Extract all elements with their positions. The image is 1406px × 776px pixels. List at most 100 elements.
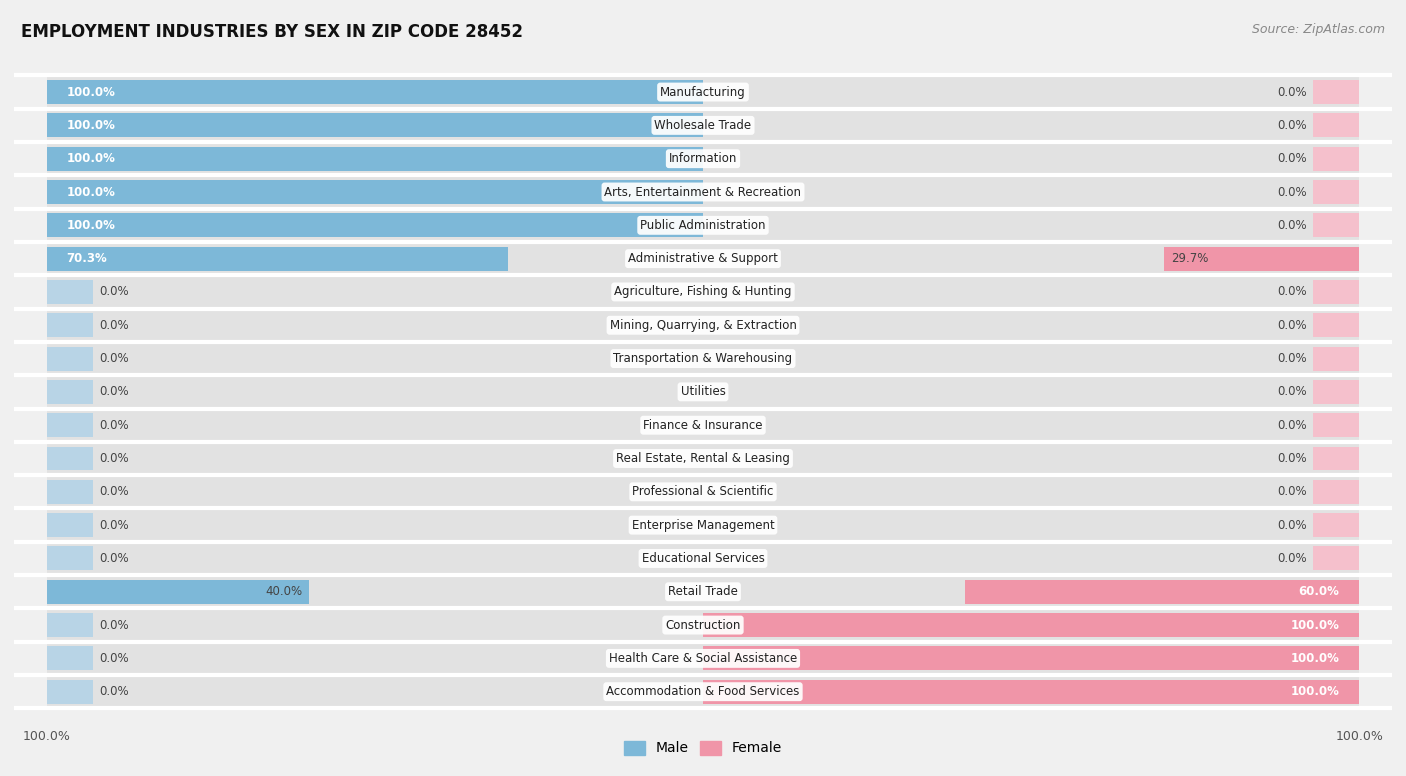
Text: 0.0%: 0.0% <box>1277 319 1306 332</box>
Text: Real Estate, Rental & Leasing: Real Estate, Rental & Leasing <box>616 452 790 465</box>
Text: Administrative & Support: Administrative & Support <box>628 252 778 265</box>
Bar <box>46 247 508 271</box>
Text: Manufacturing: Manufacturing <box>661 85 745 99</box>
Text: 100.0%: 100.0% <box>66 85 115 99</box>
Text: Transportation & Warehousing: Transportation & Warehousing <box>613 352 793 365</box>
Text: 0.0%: 0.0% <box>1277 386 1306 398</box>
Bar <box>46 309 1360 342</box>
Bar <box>966 580 1360 604</box>
Bar <box>46 175 1360 209</box>
Text: 70.3%: 70.3% <box>66 252 107 265</box>
Bar <box>703 613 1360 637</box>
Bar <box>1313 513 1360 537</box>
Text: 100.0%: 100.0% <box>1291 652 1340 665</box>
Text: 0.0%: 0.0% <box>100 685 129 698</box>
Text: 0.0%: 0.0% <box>100 652 129 665</box>
Bar <box>46 546 93 570</box>
Text: 0.0%: 0.0% <box>1277 85 1306 99</box>
Text: Source: ZipAtlas.com: Source: ZipAtlas.com <box>1251 23 1385 36</box>
Bar <box>1313 147 1360 171</box>
Text: 0.0%: 0.0% <box>1277 152 1306 165</box>
Bar <box>46 480 93 504</box>
Text: 0.0%: 0.0% <box>100 319 129 332</box>
Text: EMPLOYMENT INDUSTRIES BY SEX IN ZIP CODE 28452: EMPLOYMENT INDUSTRIES BY SEX IN ZIP CODE… <box>21 23 523 41</box>
Text: 0.0%: 0.0% <box>1277 219 1306 232</box>
Bar <box>46 380 93 404</box>
Text: Enterprise Management: Enterprise Management <box>631 518 775 532</box>
Bar <box>46 314 93 338</box>
Text: 100.0%: 100.0% <box>66 119 115 132</box>
Bar <box>1313 380 1360 404</box>
Bar <box>1164 247 1360 271</box>
Text: Educational Services: Educational Services <box>641 552 765 565</box>
Text: 0.0%: 0.0% <box>100 352 129 365</box>
Bar <box>46 376 1360 408</box>
Bar <box>46 80 703 104</box>
Text: Retail Trade: Retail Trade <box>668 585 738 598</box>
Text: 100.0%: 100.0% <box>66 152 115 165</box>
Text: 0.0%: 0.0% <box>100 452 129 465</box>
Bar <box>46 475 1360 508</box>
Bar <box>46 508 1360 542</box>
Bar <box>46 408 1360 442</box>
Text: Construction: Construction <box>665 618 741 632</box>
Text: 0.0%: 0.0% <box>100 552 129 565</box>
Bar <box>703 680 1360 704</box>
Bar <box>46 280 93 304</box>
Text: Mining, Quarrying, & Extraction: Mining, Quarrying, & Extraction <box>610 319 796 332</box>
Text: Professional & Scientific: Professional & Scientific <box>633 485 773 498</box>
Bar <box>46 75 1360 109</box>
Text: Finance & Insurance: Finance & Insurance <box>644 419 762 431</box>
Text: Arts, Entertainment & Recreation: Arts, Entertainment & Recreation <box>605 185 801 199</box>
Text: 40.0%: 40.0% <box>266 585 302 598</box>
Text: Utilities: Utilities <box>681 386 725 398</box>
Text: 0.0%: 0.0% <box>1277 352 1306 365</box>
Bar <box>46 242 1360 275</box>
Text: 0.0%: 0.0% <box>1277 286 1306 299</box>
Bar <box>46 575 1360 608</box>
Bar <box>46 180 703 204</box>
Bar <box>46 347 93 371</box>
Bar <box>46 275 1360 309</box>
Bar <box>1313 347 1360 371</box>
Bar <box>1313 80 1360 104</box>
Text: 0.0%: 0.0% <box>100 518 129 532</box>
Bar <box>1313 480 1360 504</box>
Bar <box>46 446 93 470</box>
Text: 100.0%: 100.0% <box>1291 618 1340 632</box>
Bar <box>46 513 93 537</box>
Bar <box>1313 113 1360 137</box>
Bar <box>1313 280 1360 304</box>
Bar <box>1313 413 1360 437</box>
Bar <box>1313 180 1360 204</box>
Text: 60.0%: 60.0% <box>1299 585 1340 598</box>
Text: Information: Information <box>669 152 737 165</box>
Bar <box>1313 546 1360 570</box>
Bar <box>46 613 93 637</box>
Text: 0.0%: 0.0% <box>1277 485 1306 498</box>
Bar <box>46 147 703 171</box>
Bar <box>46 413 93 437</box>
Bar <box>46 142 1360 175</box>
Text: 0.0%: 0.0% <box>100 286 129 299</box>
Bar <box>46 642 1360 675</box>
Bar <box>46 680 93 704</box>
Text: 100.0%: 100.0% <box>66 219 115 232</box>
Bar <box>46 580 309 604</box>
Text: Agriculture, Fishing & Hunting: Agriculture, Fishing & Hunting <box>614 286 792 299</box>
Bar <box>46 342 1360 376</box>
Text: 0.0%: 0.0% <box>1277 452 1306 465</box>
Text: 100.0%: 100.0% <box>1291 685 1340 698</box>
Text: Health Care & Social Assistance: Health Care & Social Assistance <box>609 652 797 665</box>
Bar <box>46 113 703 137</box>
Text: 0.0%: 0.0% <box>100 485 129 498</box>
Bar <box>46 646 93 670</box>
Text: Public Administration: Public Administration <box>640 219 766 232</box>
Text: 0.0%: 0.0% <box>100 419 129 431</box>
Text: 0.0%: 0.0% <box>1277 552 1306 565</box>
Bar <box>703 646 1360 670</box>
Legend: Male, Female: Male, Female <box>619 735 787 761</box>
Text: 0.0%: 0.0% <box>1277 185 1306 199</box>
Bar <box>1313 213 1360 237</box>
Bar <box>46 542 1360 575</box>
